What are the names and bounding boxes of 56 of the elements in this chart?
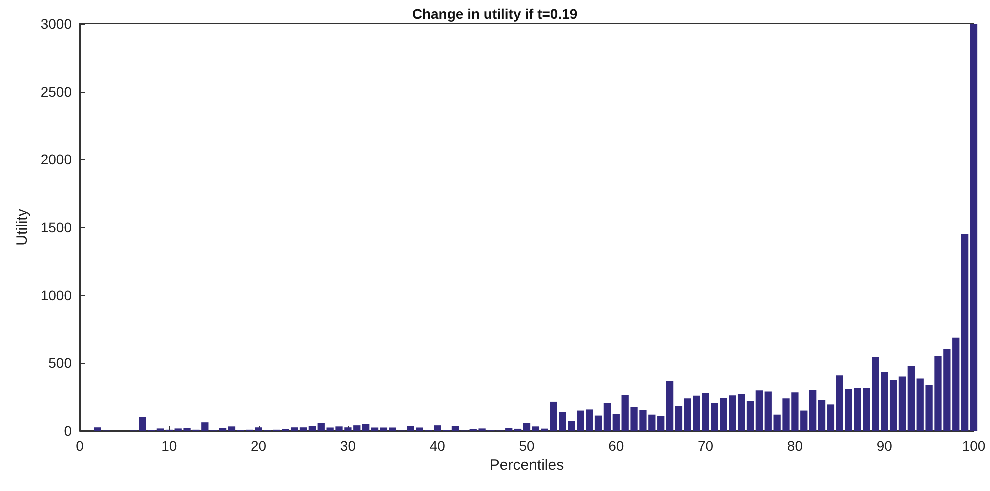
bar (434, 426, 442, 431)
x-axis-title: Percentiles (490, 456, 564, 474)
y-tick-label: 1000 (40, 287, 72, 304)
bar (523, 423, 531, 431)
bar (746, 401, 754, 431)
y-axis-title: Utility (14, 208, 31, 246)
bar (908, 366, 915, 431)
y-tick-label: 500 (48, 355, 72, 372)
bar (371, 428, 379, 431)
bar (586, 410, 594, 431)
bar (228, 426, 236, 431)
bar (604, 403, 612, 431)
bar (827, 404, 835, 431)
bar (970, 24, 978, 431)
x-tick-label: 0 (76, 438, 84, 454)
y-tick-label: 2500 (40, 84, 72, 100)
chart-title: Change in utility if t=0.19 (412, 6, 578, 22)
x-tick-label: 20 (251, 438, 267, 454)
bar (818, 400, 826, 431)
bar (675, 406, 683, 431)
bar (219, 428, 227, 431)
bar (308, 426, 316, 431)
bar (836, 376, 844, 431)
x-tick-label: 50 (519, 438, 535, 454)
x-tick-label: 60 (608, 438, 624, 454)
bar (139, 417, 146, 431)
bar (612, 414, 620, 431)
x-tick-label: 10 (162, 438, 178, 454)
bar (380, 428, 388, 431)
bar (362, 424, 370, 431)
x-tick-label: 90 (876, 438, 893, 454)
bar (738, 394, 746, 431)
bar (452, 426, 460, 431)
y-tick-label: 3000 (40, 16, 72, 32)
y-tick-label: 2000 (40, 152, 72, 168)
bar (890, 380, 898, 431)
bar (658, 416, 665, 431)
bar (810, 390, 817, 431)
x-tick-label: 30 (340, 438, 356, 454)
bar (389, 428, 396, 431)
bar (881, 372, 888, 431)
bar (684, 398, 692, 431)
x-tick-label: 80 (787, 438, 804, 454)
bar (594, 416, 602, 431)
bar (300, 428, 308, 431)
bar (290, 428, 298, 431)
bar (898, 376, 906, 431)
x-tick-label: 40 (430, 438, 446, 454)
bar (961, 234, 969, 431)
x-tick-label: 70 (698, 438, 714, 454)
bar (532, 426, 540, 431)
bar (756, 390, 764, 431)
bar (666, 381, 674, 431)
y-tick-label: 0 (64, 423, 72, 439)
x-tick-label: 100 (962, 438, 986, 454)
y-tick-label: 1500 (40, 220, 72, 236)
